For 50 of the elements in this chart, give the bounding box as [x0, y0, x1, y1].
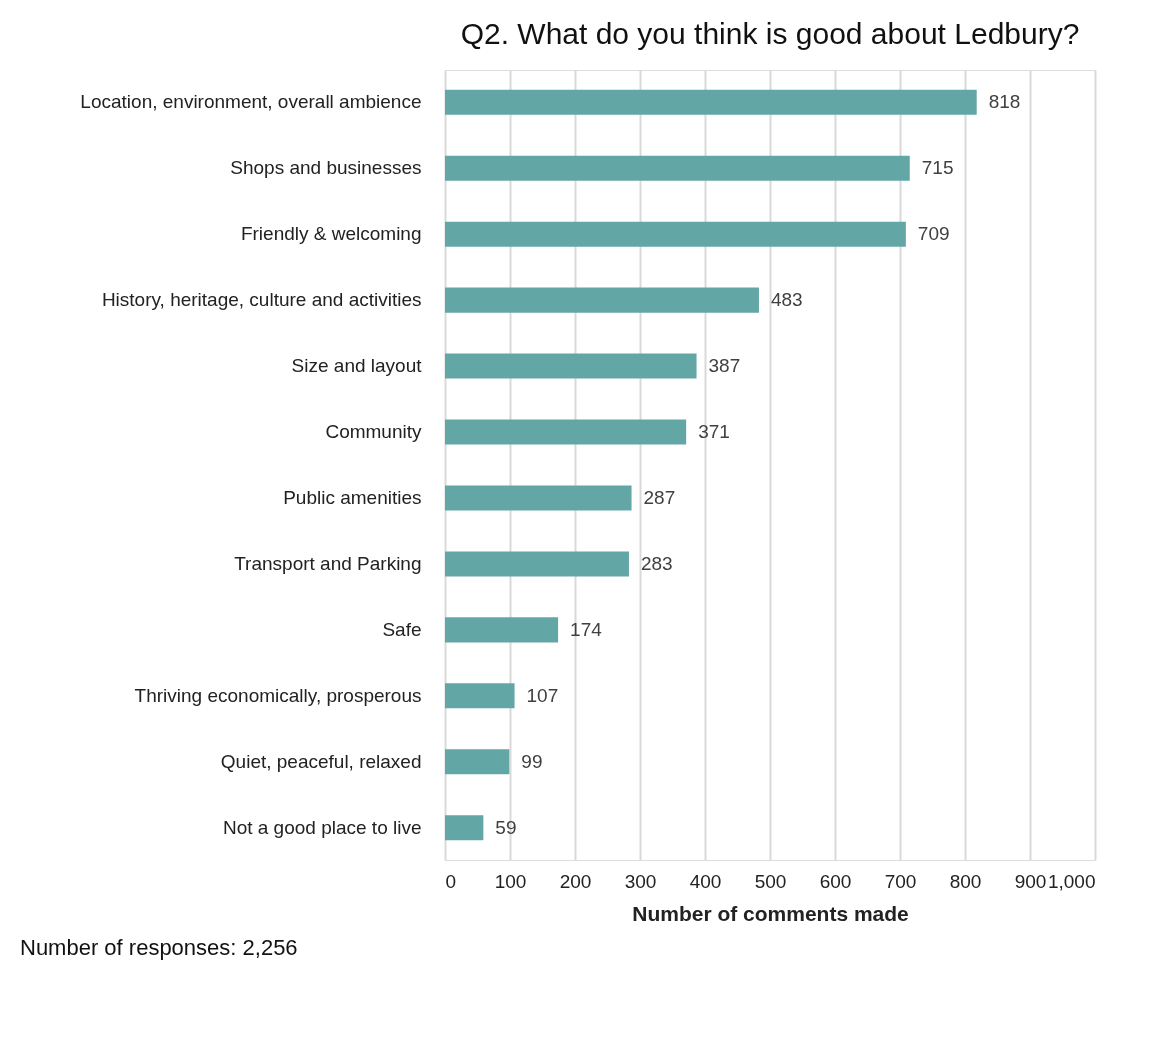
y-tick-label: Public amenities — [283, 486, 422, 508]
data-label: 287 — [643, 486, 676, 508]
y-tick-label: Location, environment, overall ambience — [80, 91, 422, 113]
data-label: 59 — [495, 816, 517, 838]
x-tick-label: 300 — [624, 870, 657, 892]
bar — [445, 485, 632, 511]
bar — [445, 89, 977, 115]
chart-title: Q2. What do you think is good about Ledbury? — [460, 17, 1080, 50]
x-tick-label: 900 — [1014, 870, 1047, 892]
data-label: 715 — [921, 157, 954, 179]
data-label: 99 — [521, 750, 543, 772]
y-tick-label: Community — [325, 421, 422, 443]
bar — [445, 221, 906, 247]
y-tick-label: Safe — [382, 618, 422, 640]
x-tick-label: 700 — [884, 870, 917, 892]
data-label: 818 — [988, 91, 1021, 113]
y-tick-label: Shops and businesses — [230, 157, 422, 179]
data-label: 483 — [770, 289, 803, 311]
data-label: 709 — [917, 223, 950, 245]
bar — [445, 287, 759, 313]
bar — [445, 551, 629, 577]
y-tick-label: Thriving economically, prosperous — [134, 684, 422, 706]
data-label: 107 — [526, 684, 559, 706]
bar — [445, 353, 697, 379]
x-tick-label: 200 — [559, 870, 592, 892]
data-label: 174 — [570, 618, 603, 640]
bar — [445, 155, 910, 181]
data-label: 283 — [640, 552, 673, 574]
bar — [445, 419, 687, 445]
x-tick-label: 0 — [445, 870, 457, 892]
y-tick-label: History, heritage, culture and activities — [101, 289, 422, 311]
bar — [445, 749, 510, 775]
x-tick-label: 800 — [949, 870, 982, 892]
y-tick-label: Not a good place to live — [222, 816, 422, 838]
text: Number of responses: 2,256 — [20, 935, 298, 960]
y-tick-label: Friendly & welcoming — [240, 223, 422, 245]
x-tick-label: 100 — [494, 870, 527, 892]
bar — [445, 617, 559, 643]
y-tick-label: Transport and Parking — [234, 552, 422, 574]
x-tick-label: 500 — [754, 870, 787, 892]
bar — [445, 683, 515, 709]
y-tick-label: Size and layout — [291, 355, 423, 377]
x-tick-label: 1,000 — [1047, 870, 1096, 892]
x-axis-title: Number of comments made — [632, 901, 909, 925]
x-tick-label: 600 — [819, 870, 852, 892]
data-label: 387 — [708, 355, 741, 377]
data-label: 371 — [698, 421, 730, 443]
y-tick-label: Quiet, peaceful, relaxed — [220, 750, 422, 772]
x-tick-label: 400 — [689, 870, 722, 892]
bar — [445, 815, 484, 841]
